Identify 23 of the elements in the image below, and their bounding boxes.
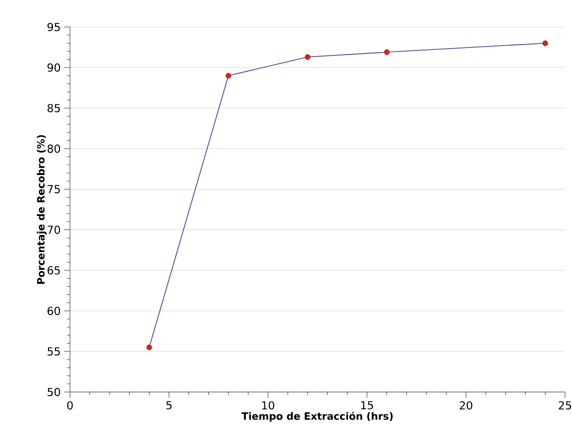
y-tick-label: 90 [47, 63, 60, 72]
x-tick-label: 5 [166, 401, 172, 410]
y-tick-label: 80 [48, 144, 60, 153]
y-tick-label: 95 [47, 22, 60, 32]
y-tick-label: 50 [48, 388, 60, 396]
x-axis-title: Tiempo de Extracción (hrs) [242, 412, 393, 422]
y-tick-label: 70 [48, 226, 60, 234]
y-tick-label: 55 [48, 347, 60, 356]
x-tick-label: 15 [361, 401, 374, 410]
x-tick-label: 10 [262, 401, 274, 410]
y-tick-label: 75 [48, 185, 60, 194]
point [304, 54, 310, 60]
x-tick-label: 0 [67, 401, 73, 410]
y-tick-label: 85 [48, 104, 60, 112]
y-tick-label: 60 [48, 306, 60, 316]
x-tick-label: 20 [460, 401, 472, 410]
y-tick-label: 65 [48, 266, 60, 274]
point [226, 72, 232, 78]
point [146, 344, 152, 350]
y-axis-title: Porcentaje de Recobro (%) [36, 135, 47, 284]
x-tick-label: 25 [558, 401, 572, 410]
point [542, 40, 548, 46]
point [384, 49, 390, 55]
